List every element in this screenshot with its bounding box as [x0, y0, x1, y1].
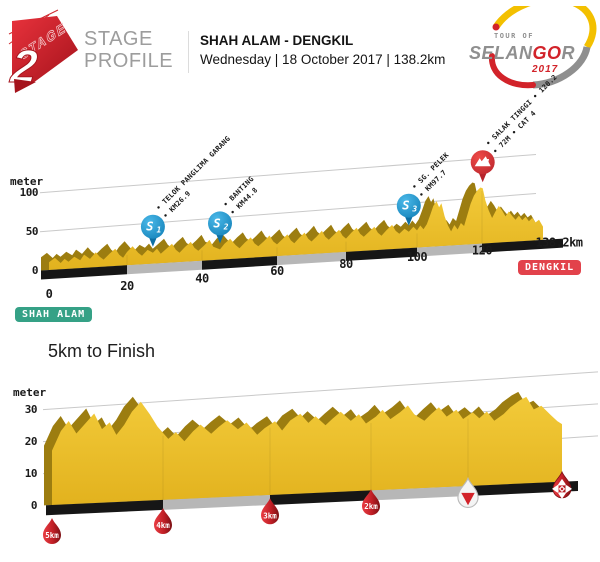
event-logo-name: SELANGOR [469, 43, 575, 63]
km-droplet-label: 2km [364, 502, 378, 511]
x-tick-label: 0 [46, 287, 53, 301]
final-chart-title: 5km to Finish [48, 341, 156, 361]
climb-marker: 1 [470, 150, 495, 183]
x-tick-label: 40 [195, 272, 209, 286]
page-title-line1: STAGE [84, 28, 153, 50]
marker-label-line1: • TELOK PANGLIMA GARANG [155, 135, 232, 212]
sprint-number: 3 [411, 205, 417, 214]
mountain-icon [474, 156, 491, 167]
finish-town-badge: DENGKIL [518, 260, 582, 275]
base-segment [346, 247, 417, 261]
profile-ridge-shadow [41, 182, 535, 271]
route-title: SHAH ALAM - DENGKIL [200, 33, 354, 48]
x-tick-label: 80 [339, 257, 353, 271]
km-droplet-marker: 5km [43, 518, 61, 544]
marker-balloon [140, 214, 165, 239]
final-5km-chart: meter 30 20 10 0 5km 4km 3km 2km [13, 371, 599, 544]
logo-ring-gray [532, 46, 591, 89]
x-tick-label: 100 [407, 250, 427, 264]
droplet-shape [154, 508, 172, 534]
base-segment [417, 243, 482, 257]
sprint-number: 2 [223, 222, 229, 231]
event-logo-tour-of: TOUR OF [494, 32, 534, 40]
header-divider [188, 31, 189, 73]
droplet-shape [261, 498, 279, 525]
base-segment [468, 481, 578, 496]
date-distance-line: Wednesday | 18 October 2017 | 138.2km [200, 52, 446, 67]
marker-label-line1: • SALAK TINGGI • 120.2 [484, 73, 558, 147]
base-segment [41, 265, 127, 280]
x-end-label: 138.2km [535, 236, 582, 250]
droplet-shape [457, 476, 479, 509]
finish-center-dot [560, 487, 564, 491]
finish-arrows-icon [552, 478, 572, 499]
y-axis-unit: meter [10, 175, 43, 188]
last-km-triangle-icon [461, 492, 475, 506]
droplet-shape [43, 518, 61, 544]
base-segment [277, 251, 346, 266]
km-droplet-label: 3km [263, 511, 277, 520]
y-tick-label: 100 [20, 186, 38, 199]
km-droplet-label: 5km [45, 531, 59, 540]
tour-of-selangor-logo: TOUR OF SELANGOR 2017 [469, 6, 597, 89]
base-segment [127, 260, 202, 275]
sprint-symbol: S [402, 199, 409, 213]
x-tick-label: 120 [472, 243, 492, 257]
logo-ring-yellow [493, 6, 597, 49]
base-segment [202, 256, 277, 270]
logo-ring-red [488, 53, 536, 89]
climb-number: 1 [485, 158, 490, 167]
start-town-badge: SHAH ALAM [15, 307, 93, 322]
y-tick-label: 0 [31, 499, 37, 512]
sprint-symbol: S [146, 220, 153, 234]
base-segment [482, 238, 563, 253]
y-tick-label: 30 [25, 403, 37, 416]
page-title: STAGE PROFILE [84, 28, 173, 72]
page-title-line2: PROFILE [84, 50, 174, 72]
y-tick-label: 50 [26, 225, 38, 238]
gridline-100m [39, 154, 537, 194]
stage-logo-arrow [12, 16, 78, 83]
droplet-shape [362, 489, 380, 516]
profile-surface [49, 187, 543, 270]
x-tick-label: 20 [120, 279, 134, 293]
km-droplet-marker: 2km [362, 489, 380, 516]
profile-surface [52, 396, 562, 505]
logo-ring-dot [492, 23, 500, 31]
y-axis-unit: meter [13, 386, 46, 399]
marker-balloon [208, 211, 232, 236]
base-segment [270, 490, 371, 505]
km-droplet-marker: 3km [261, 498, 279, 525]
stage-logo-flag [14, 79, 36, 93]
x-tick-label: 60 [270, 264, 284, 278]
km-droplet-marker: 4km [154, 508, 172, 534]
base-segment [371, 486, 468, 501]
y-tick-label: 10 [25, 467, 37, 480]
km-droplet-label: 4km [156, 521, 170, 530]
sprint-number: 1 [156, 226, 161, 235]
gridline-50m [39, 193, 537, 233]
finish-marker [552, 470, 572, 499]
last-km-marker [457, 476, 479, 509]
stage-2-logo: STAGE 2 [7, 9, 78, 93]
base-segment [163, 495, 270, 510]
y-tick-label: 20 [25, 435, 37, 448]
base-segment [46, 499, 163, 516]
marker-balloon [396, 193, 421, 218]
sprint-symbol: S [213, 216, 220, 230]
y-tick-label: 0 [32, 264, 38, 277]
event-logo-year: 2017 [531, 64, 558, 75]
